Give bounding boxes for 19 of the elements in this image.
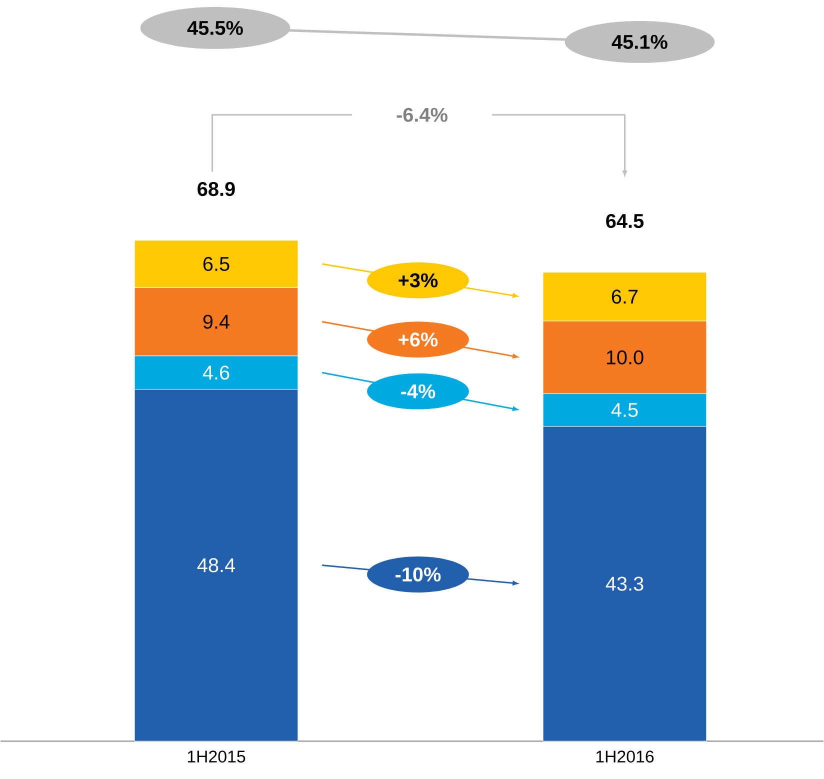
annotation: +3% [398, 273, 438, 288]
x-tick-label: 1H2015 [188, 750, 246, 763]
data-label: 10.0 [606, 350, 644, 364]
text: -6.4% [396, 108, 448, 122]
data-label: 4.5 [611, 403, 638, 417]
total-label: 64.5 [606, 214, 644, 228]
total-label: 68.9 [198, 182, 235, 196]
annotation: -4% [401, 384, 436, 398]
data-label: 43.3 [606, 576, 644, 591]
text: 45.5% [187, 20, 243, 35]
x-tick-label: 1H2016 [596, 750, 654, 763]
data-label: 9.4 [203, 314, 230, 329]
data-label: 6.5 [203, 256, 230, 271]
data-label: 6.7 [612, 290, 638, 304]
annotation: -10% [396, 567, 441, 582]
data-label: 4.6 [202, 366, 230, 380]
data-label: 48.4 [197, 558, 236, 572]
text: 45.1% [612, 34, 668, 49]
annotation: +6% [398, 332, 438, 347]
